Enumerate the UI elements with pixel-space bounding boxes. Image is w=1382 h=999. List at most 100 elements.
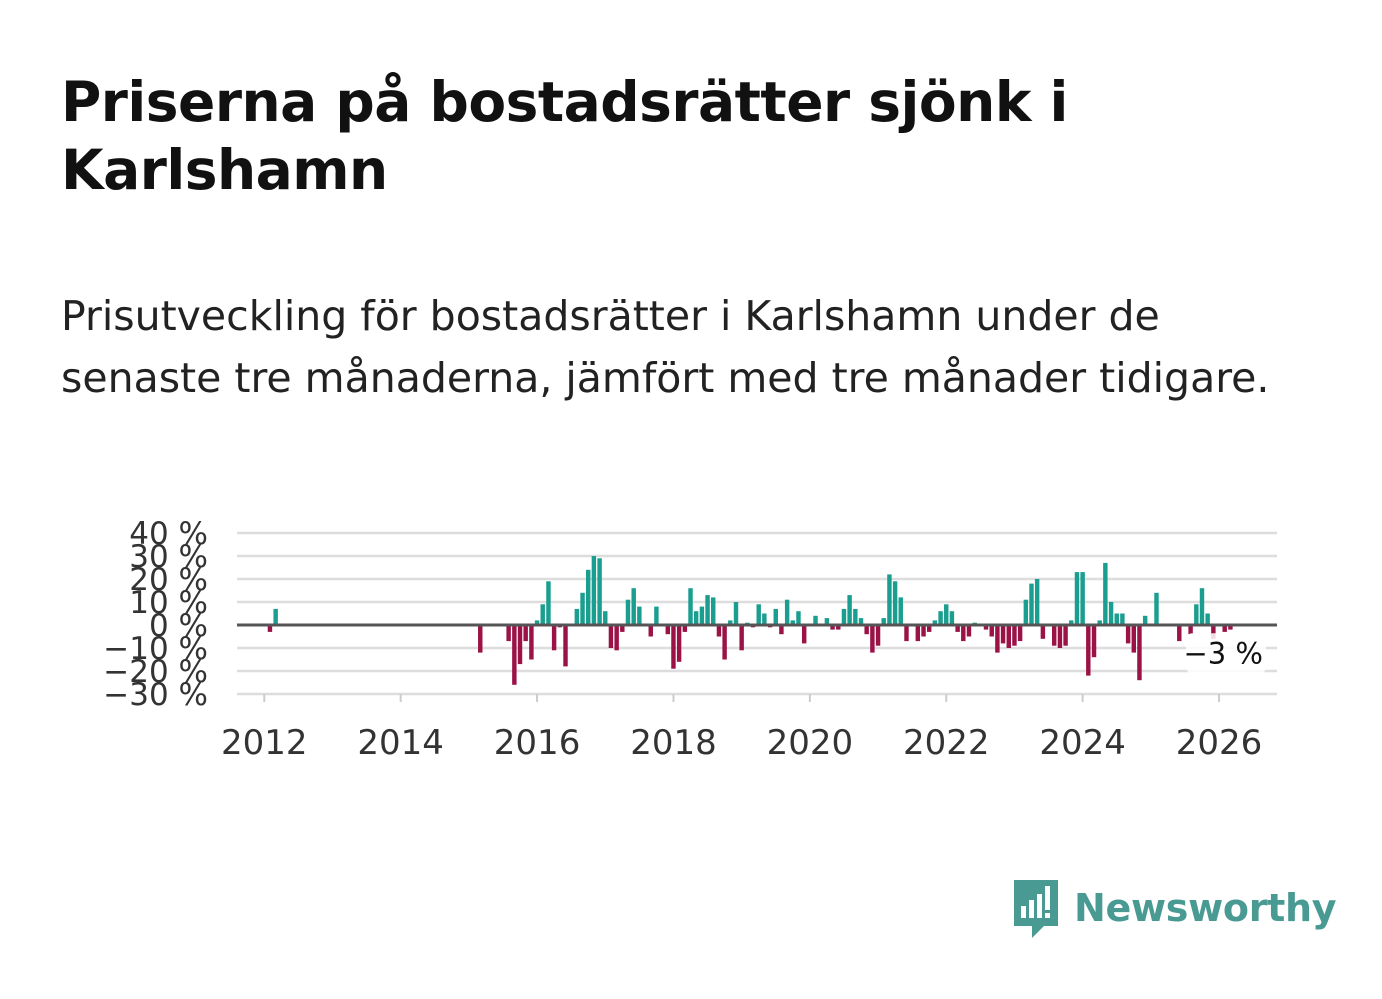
bar [580,592,585,625]
bar [733,602,739,625]
bar [591,556,597,625]
bar [534,620,540,625]
bar [671,625,676,669]
x-tick-label: 2022 [903,723,990,763]
bar [784,599,790,625]
newsworthy-brand[interactable]: Newsworthy [1010,876,1337,940]
bar [1154,592,1159,625]
bar [273,608,278,625]
bar [637,606,642,625]
bar [779,625,784,635]
bar [1069,620,1074,625]
bar [904,625,909,642]
bar [739,625,744,651]
bar [1194,604,1199,625]
bar [512,625,517,685]
bar [853,608,858,625]
bar [614,625,619,651]
bar [1029,583,1034,625]
grid-lines [237,531,1277,696]
bar [631,588,636,625]
brand-name: Newsworthy [1074,886,1337,930]
bar [1034,579,1040,625]
bar [688,588,693,625]
bar [1057,625,1063,648]
bar [949,611,955,625]
bar [540,604,545,625]
bars [267,556,1233,685]
bar [682,625,688,632]
bar [728,620,733,625]
chart-title: Priserna på bostadsrätter sjönk i Karlsh… [61,70,1068,202]
bar [1228,625,1233,630]
bar [864,625,869,635]
bar [830,625,835,630]
bar [620,625,625,632]
bar [870,625,875,653]
bar [824,618,830,625]
chart-subtitle: Prisutveckling för bostadsrätter i Karls… [61,292,1270,402]
bar [625,599,631,625]
x-tick-label: 2014 [357,723,444,763]
bar [989,625,994,637]
bar [654,606,659,625]
bar [478,625,483,653]
x-tick-label: 2026 [1176,723,1263,763]
bar [1199,588,1205,625]
y-tick-label: 20 % [129,562,208,598]
bar [1086,625,1091,676]
bar [506,625,511,642]
x-tick-label: 2016 [494,723,581,763]
bar [1131,625,1137,653]
bar [921,625,926,637]
bar [693,611,699,625]
bar [915,625,921,642]
bar [847,595,852,625]
bar [1051,625,1057,646]
bar [722,625,727,660]
bar [858,618,864,625]
bar-chart: −30 %−20 %−10 %0 %10 %20 %30 %40 % 2012 2… [103,516,1277,763]
bar [898,597,903,625]
bar [1142,615,1148,625]
bar [648,625,653,637]
bar [608,625,614,648]
x-tick-label: 2012 [221,723,308,763]
bar [1211,625,1216,639]
bar [665,625,671,635]
bar [597,558,602,625]
bar [887,574,892,625]
bar [1080,572,1085,625]
y-tick-label: −10 % [103,631,208,667]
bar [711,597,716,625]
x-axis-tick-labels: 2012 2014 2016 2018 2020 2022 2024 2026 [221,694,1262,763]
bar [1017,625,1023,642]
bar [1103,562,1108,625]
newsworthy-logo-icon [1014,880,1058,938]
bar [705,595,710,625]
bar [926,625,932,632]
bar [574,608,580,625]
y-tick-label: 0 % [149,608,208,644]
x-tick-label: 2020 [767,723,854,763]
bar [966,625,972,637]
bar [1125,625,1131,644]
bar [790,620,796,625]
bar [551,625,557,651]
bar [1188,625,1193,635]
y-tick-label: −20 % [103,654,208,690]
bar [1074,572,1080,625]
bar [1137,625,1142,681]
x-tick-label: 2024 [1039,723,1126,763]
bar [955,625,960,632]
bar [1012,625,1017,646]
bar [523,625,528,642]
bar [1040,625,1046,639]
bar [1222,625,1227,632]
x-tick-label: 2018 [630,723,717,763]
bar [961,625,966,642]
last-value-label: −3 % [1183,636,1263,670]
bar [1114,613,1119,625]
bar [267,625,273,632]
bar [938,611,943,625]
